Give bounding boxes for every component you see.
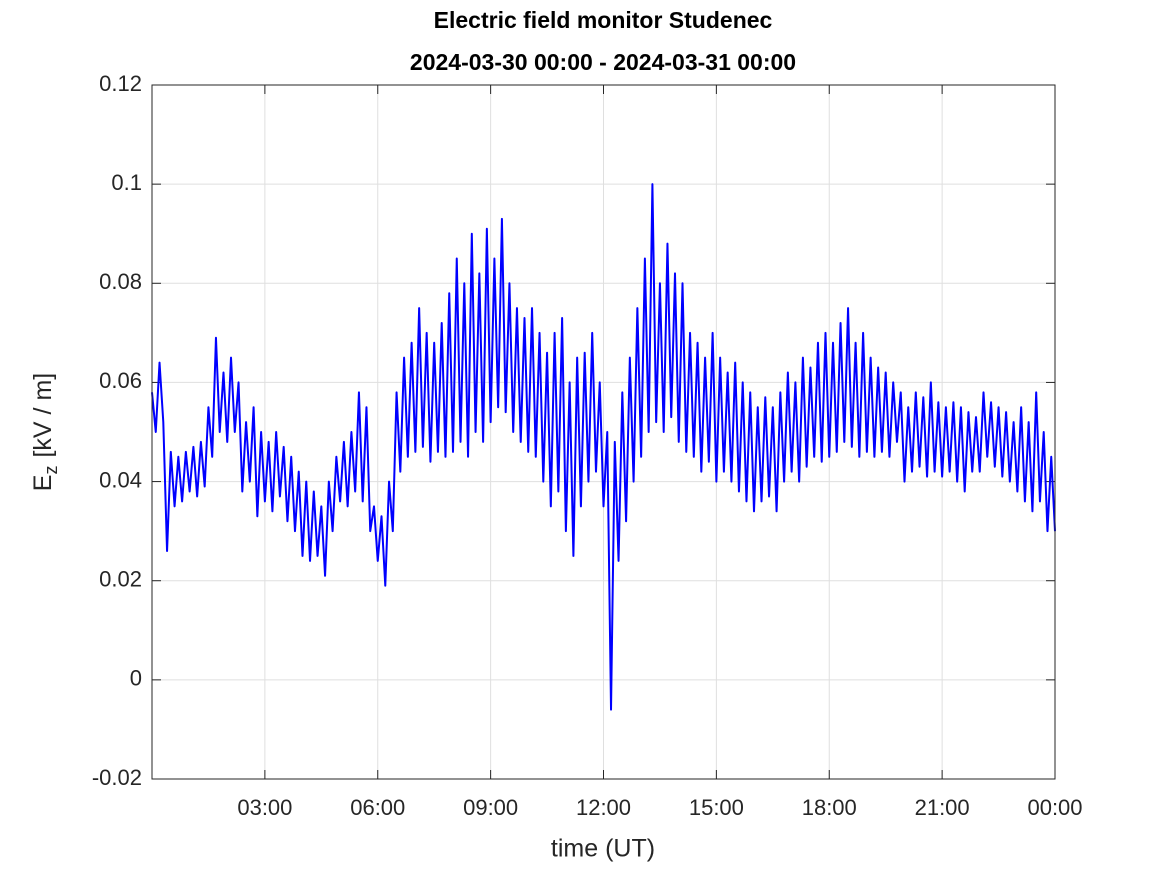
- y-tick-label: 0.06: [99, 368, 142, 393]
- y-tick-label: 0.04: [99, 467, 142, 492]
- x-tick-label: 12:00: [576, 795, 631, 820]
- y-tick-label: 0: [130, 666, 142, 691]
- y-tick-label: -0.02: [92, 765, 142, 790]
- axes-box: [151, 84, 1056, 780]
- x-tick-label: 21:00: [915, 795, 970, 820]
- x-tick-label: 03:00: [237, 795, 292, 820]
- y-axis-label: Ez [kV / m]: [29, 373, 61, 491]
- data-line: [151, 183, 1056, 711]
- y-tick-label: 0.02: [99, 567, 142, 592]
- x-tick-label: 09:00: [463, 795, 518, 820]
- chart-subtitle: 2024-03-30 00:00 - 2024-03-31 00:00: [410, 49, 796, 75]
- y-label-unit: [kV / m]: [29, 373, 57, 458]
- chart-title: Electric field monitor Studenec: [434, 7, 773, 33]
- x-tick-label: 15:00: [689, 795, 744, 820]
- y-label-subscript: z: [41, 466, 61, 475]
- x-tick-label: 18:00: [802, 795, 857, 820]
- y-tick-label: 0.1: [111, 170, 142, 195]
- y-tick-label: 0.12: [99, 71, 142, 96]
- x-tick-label: 06:00: [350, 795, 405, 820]
- y-label-base: E: [29, 475, 57, 492]
- x-axis-label: time (UT): [551, 835, 655, 863]
- x-tick-label: 00:00: [1027, 795, 1082, 820]
- y-tick-label: 0.08: [99, 269, 142, 294]
